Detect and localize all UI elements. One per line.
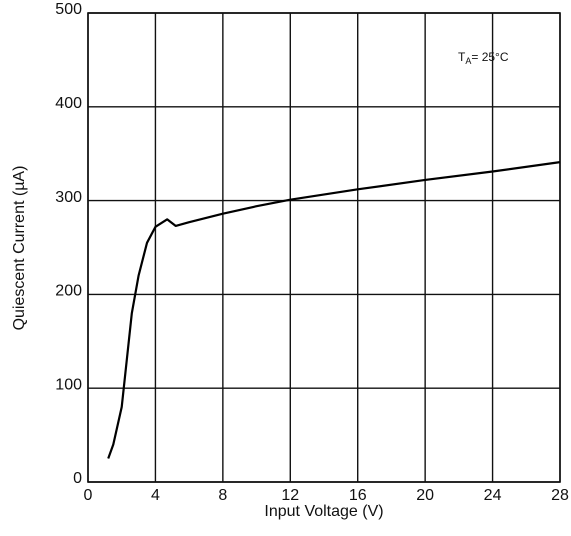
x-tick-label: 8 bbox=[218, 487, 227, 504]
annotation-symbol: T bbox=[458, 50, 466, 64]
y-axis-label: Quiescent Current (µA) bbox=[11, 166, 28, 331]
annotation: TA= 25°C bbox=[458, 50, 509, 66]
x-tick-label: 20 bbox=[416, 487, 434, 504]
y-tick-label: 300 bbox=[55, 189, 82, 206]
x-axis-label: Input Voltage (V) bbox=[264, 503, 383, 520]
data-line bbox=[107, 161, 561, 459]
y-tick-label: 0 bbox=[73, 470, 82, 487]
annotation-text: = 25°C bbox=[471, 50, 508, 64]
y-tick-label: 100 bbox=[55, 376, 82, 393]
x-tick-label: 0 bbox=[84, 487, 93, 504]
y-tick-label: 500 bbox=[55, 1, 82, 18]
annotation-subscript: A bbox=[465, 56, 471, 66]
x-tick-label: 4 bbox=[151, 487, 160, 504]
x-tick-label: 24 bbox=[484, 487, 502, 504]
y-tick-label: 200 bbox=[55, 283, 82, 300]
plot-frame bbox=[87, 12, 561, 483]
y-tick-label: 400 bbox=[55, 95, 82, 112]
x-tick-label: 28 bbox=[551, 487, 569, 504]
x-tick-label: 12 bbox=[281, 487, 299, 504]
x-tick-label: 16 bbox=[349, 487, 367, 504]
